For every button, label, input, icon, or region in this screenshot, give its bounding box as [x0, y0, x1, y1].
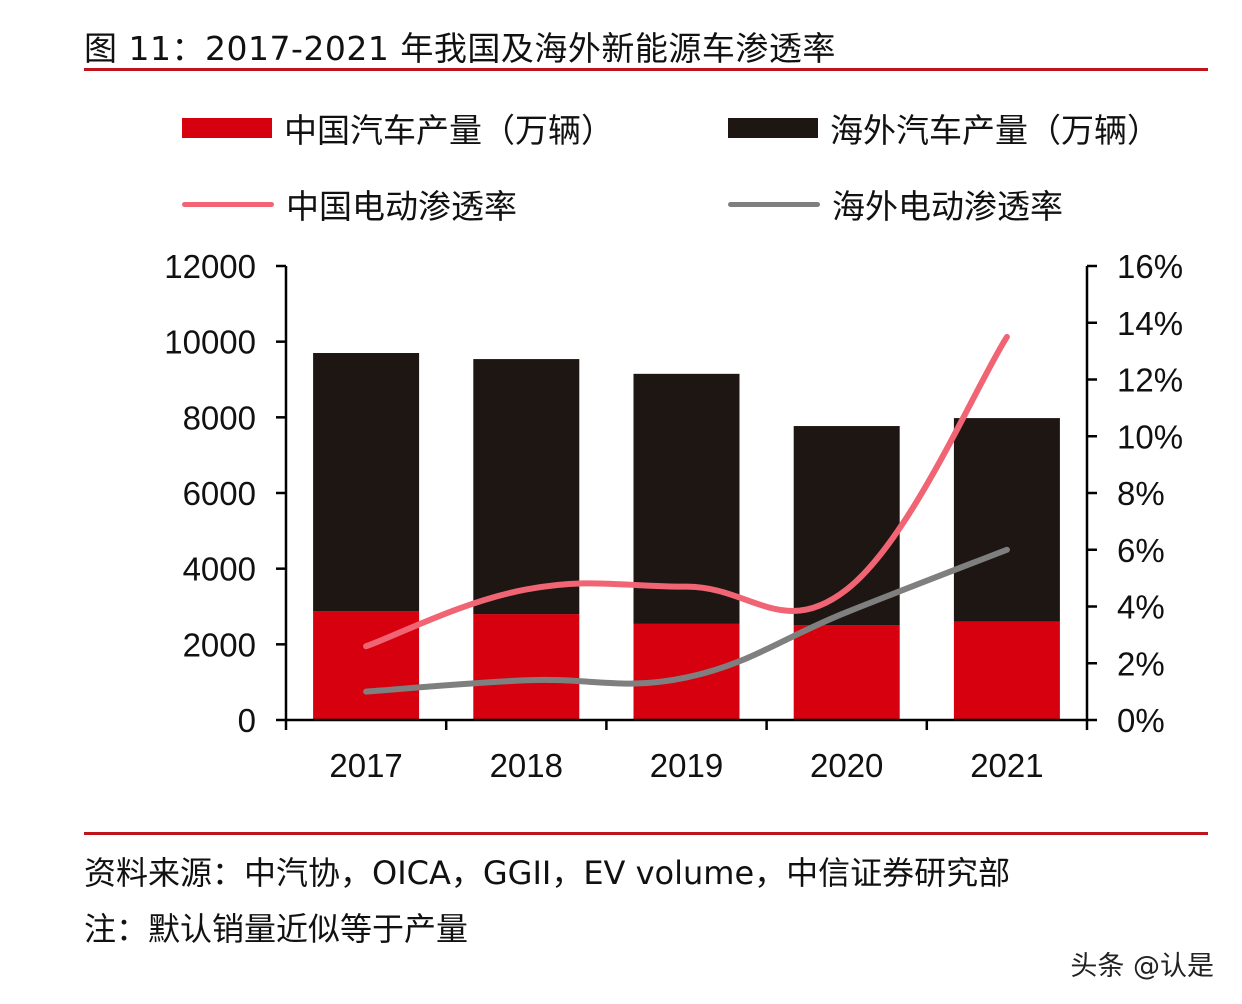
right-tick-label: 14% [1117, 305, 1183, 342]
right-tick-label: 6% [1117, 532, 1165, 569]
bar-overseas-production [313, 353, 420, 612]
left-tick-label: 8000 [183, 399, 256, 436]
left-tick-label: 12000 [164, 248, 256, 285]
right-tick-label: 16% [1117, 248, 1183, 285]
source-rule [84, 832, 1208, 835]
line-overseas-ev-rate [363, 546, 1010, 695]
title-rule [84, 68, 1208, 71]
x-tick-label: 2021 [970, 747, 1043, 784]
legend-overseas-ev-rate: 海外电动渗透率 [728, 180, 1063, 228]
legend-swatch-overseas-ev-rate [728, 201, 820, 207]
bar-china-production [633, 623, 740, 720]
legend-swatch-overseas-production [728, 118, 818, 138]
legend-china-production: 中国汽车产量（万辆） [182, 104, 614, 152]
bar-overseas-production [953, 418, 1060, 622]
left-tick-label: 0 [238, 702, 256, 739]
legend-label: 海外汽车产量（万辆） [830, 111, 1160, 150]
legend-china-ev-rate: 中国电动渗透率 [182, 180, 517, 228]
x-tick-label: 2019 [650, 747, 723, 784]
x-tick-label: 2020 [810, 747, 883, 784]
right-tick-label: 0% [1117, 702, 1165, 739]
watermark: 头条 @认是 [1070, 951, 1214, 982]
right-tick-label: 4% [1117, 589, 1165, 626]
bar-overseas-production [473, 359, 580, 615]
legend-swatch-china-production [182, 118, 272, 138]
line-china-ev-rate [363, 333, 1010, 650]
x-tick-label: 2017 [329, 747, 402, 784]
right-tick-label: 8% [1117, 475, 1165, 512]
bar-overseas-production [633, 373, 740, 624]
source-text: 资料来源：中汽协，OICA，GGII，EV volume，中信证券研究部 [84, 854, 1011, 892]
left-tick-label: 10000 [164, 324, 256, 361]
legend-label: 海外电动渗透率 [832, 187, 1063, 226]
figure-title: 图 11：2017-2021 年我国及海外新能源车渗透率 [84, 29, 836, 68]
legend-label: 中国电动渗透率 [286, 187, 517, 226]
right-tick-label: 2% [1117, 645, 1165, 682]
bar-china-production [793, 625, 900, 720]
left-tick-label: 6000 [183, 475, 256, 512]
legend-label: 中国汽车产量（万辆） [284, 111, 614, 150]
right-tick-label: 10% [1117, 418, 1183, 455]
legend-overseas-production: 海外汽车产量（万辆） [728, 104, 1160, 152]
bar-china-production [313, 611, 420, 720]
left-tick-label: 4000 [183, 551, 256, 588]
x-tick-label: 2018 [490, 747, 563, 784]
left-tick-label: 2000 [183, 626, 256, 663]
bar-china-production [953, 621, 1060, 720]
bar-china-production [473, 614, 580, 720]
legend-swatch-china-ev-rate [182, 201, 274, 207]
right-tick-label: 12% [1117, 362, 1183, 399]
note-text: 注：默认销量近似等于产量 [84, 910, 469, 948]
